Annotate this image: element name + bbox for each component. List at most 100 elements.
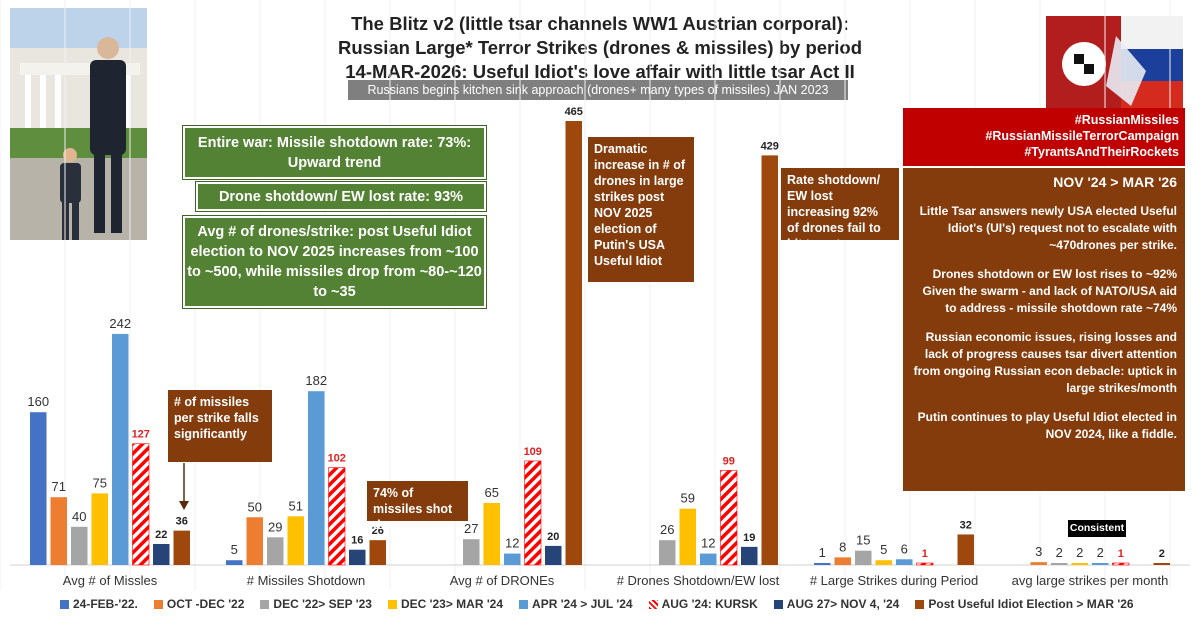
category-label: # Large Strikes during Period (810, 573, 978, 588)
legend-item: Post Useful Idiot Election > MAR '26 (915, 597, 1134, 611)
category-label: # Drones Shotdown/EW lost (617, 573, 780, 588)
bar (30, 412, 47, 565)
bar (1071, 563, 1088, 565)
bar (545, 545, 562, 565)
legend-swatch (773, 599, 783, 609)
chart-legend: 24-FEB-'22. OCT -DEC '22 DEC '22> SEP '23 D… (60, 597, 1190, 611)
legend-swatch (60, 599, 69, 609)
green-box-drone-rate-text: Drone shotdown/ EW lost rate: 93% (218, 188, 464, 205)
data-label: 127 (132, 429, 150, 441)
bar (91, 493, 108, 565)
data-label: 1 (1118, 548, 1124, 560)
data-label: 65 (485, 485, 499, 500)
data-label: 12 (701, 536, 715, 551)
bar (524, 460, 542, 566)
bar (1051, 563, 1068, 565)
data-label: 6 (901, 541, 908, 556)
legend-item: AUG '24: KURSK (648, 597, 758, 611)
hashtag-2: #RussianMissileTerrorCampaign (985, 129, 1179, 143)
bar (761, 155, 778, 565)
green-box-avg-drones: Avg # of drones/strike: post Useful Idio… (182, 215, 487, 309)
annotation-dramatic-increase: Dramatic increase in # of drones in larg… (588, 137, 694, 282)
data-label: 40 (72, 509, 86, 524)
chart-subtitle: Russians begins kitchen sink approach (d… (348, 80, 848, 100)
green-box-missile-rate: Entire war: Missile shotdown rate: 73%: … (182, 125, 487, 180)
bar (957, 534, 974, 565)
legend-swatch (519, 599, 529, 609)
commentary-p4: Putin continues to play Useful Idiot ele… (917, 410, 1177, 441)
data-label: 2 (1097, 545, 1104, 560)
data-label: 27 (464, 521, 478, 536)
green-box-missile-rate-text: Entire war: Missile shotdown rate: 73%: … (197, 134, 472, 171)
legend-item: DEC '22> SEP '23 (260, 597, 372, 611)
bar (896, 559, 913, 565)
legend-label: Post Useful Idiot Election > MAR '26 (928, 597, 1134, 611)
data-label: 50 (248, 499, 262, 514)
data-label: 429 (761, 140, 779, 152)
data-label: 36 (176, 516, 188, 528)
bar (153, 543, 170, 565)
bar (463, 539, 480, 565)
data-label: 59 (681, 491, 695, 506)
annotation-arrow-head (179, 501, 189, 510)
data-label: 102 (328, 453, 346, 465)
data-label: 26 (372, 525, 384, 537)
legend-label: OCT -DEC '22 (166, 597, 245, 611)
legend-label: 24-FEB-'22. (73, 597, 138, 611)
bar (814, 563, 831, 565)
bar (855, 550, 872, 565)
hashtag-box: #RussianMissiles #RussianMissileTerrorCa… (903, 108, 1185, 166)
legend-item: OCT -DEC '22 (153, 597, 245, 611)
data-label: 8 (839, 539, 846, 554)
bar (679, 508, 696, 565)
category-label: # Missiles Shotdown (247, 573, 366, 588)
legend-label: AUG '24: KURSK (661, 597, 758, 611)
data-label: 71 (52, 479, 66, 494)
data-label: 1 (922, 548, 928, 560)
annotation-missiles-per-strike: # of missiles per strike falls significa… (168, 390, 272, 462)
chart-title: The Blitz v2 (little tsar channels WW1 A… (300, 12, 900, 84)
legend-label: DEC '23> MAR '24 (400, 597, 504, 611)
legend-item: AUG 27> NOV 4, '24 (773, 597, 899, 611)
data-label: 2 (1159, 548, 1165, 560)
legend-label: DEC '22> SEP '23 (273, 597, 372, 611)
consistent-label: Consistent (1068, 520, 1126, 537)
data-label: 2 (1056, 545, 1063, 560)
bar (875, 560, 892, 565)
data-label: 5 (880, 542, 887, 557)
bar (173, 530, 190, 565)
title-line-1: The Blitz v2 (little tsar channels WW1 A… (351, 13, 849, 34)
legend-item: DEC '23> MAR '24 (387, 597, 504, 611)
category-label: avg large strikes per month (1012, 573, 1169, 588)
data-label: 465 (565, 106, 583, 118)
commentary-p3: Russian economic issues, rising losses a… (913, 330, 1177, 395)
title-line-3: 14-MAR-2026: Useful Idiot's love affair … (345, 61, 855, 82)
legend-swatch (387, 599, 397, 609)
data-label: 51 (289, 498, 303, 513)
data-label: 182 (305, 373, 327, 388)
hashtag-1: #RussianMissiles (1074, 113, 1179, 127)
bar (720, 470, 738, 566)
data-label: 99 (723, 455, 735, 467)
data-label: 15 (856, 533, 870, 548)
data-label: 242 (109, 316, 131, 331)
bar (349, 549, 366, 565)
bar (1112, 562, 1130, 566)
legend-item: APR '24 > JUL '24 (519, 597, 633, 611)
data-label: 5 (231, 542, 238, 557)
green-box-drone-rate: Drone shotdown/ EW lost rate: 93% (195, 181, 487, 212)
annotation-missiles-shot-down: 74% of missiles shot down (367, 481, 468, 532)
data-label: 12 (505, 536, 519, 551)
data-label: 32 (960, 519, 972, 531)
bar (916, 562, 934, 566)
data-label: 22 (155, 529, 167, 541)
bar (71, 526, 88, 565)
legend-swatch (153, 599, 163, 609)
bar (1030, 562, 1047, 565)
commentary-p2: Drones shotdown or EW lost rises to ~92%… (922, 267, 1177, 315)
data-label: 160 (27, 394, 49, 409)
bar (741, 546, 758, 565)
bar (226, 560, 243, 565)
bar (369, 540, 386, 565)
